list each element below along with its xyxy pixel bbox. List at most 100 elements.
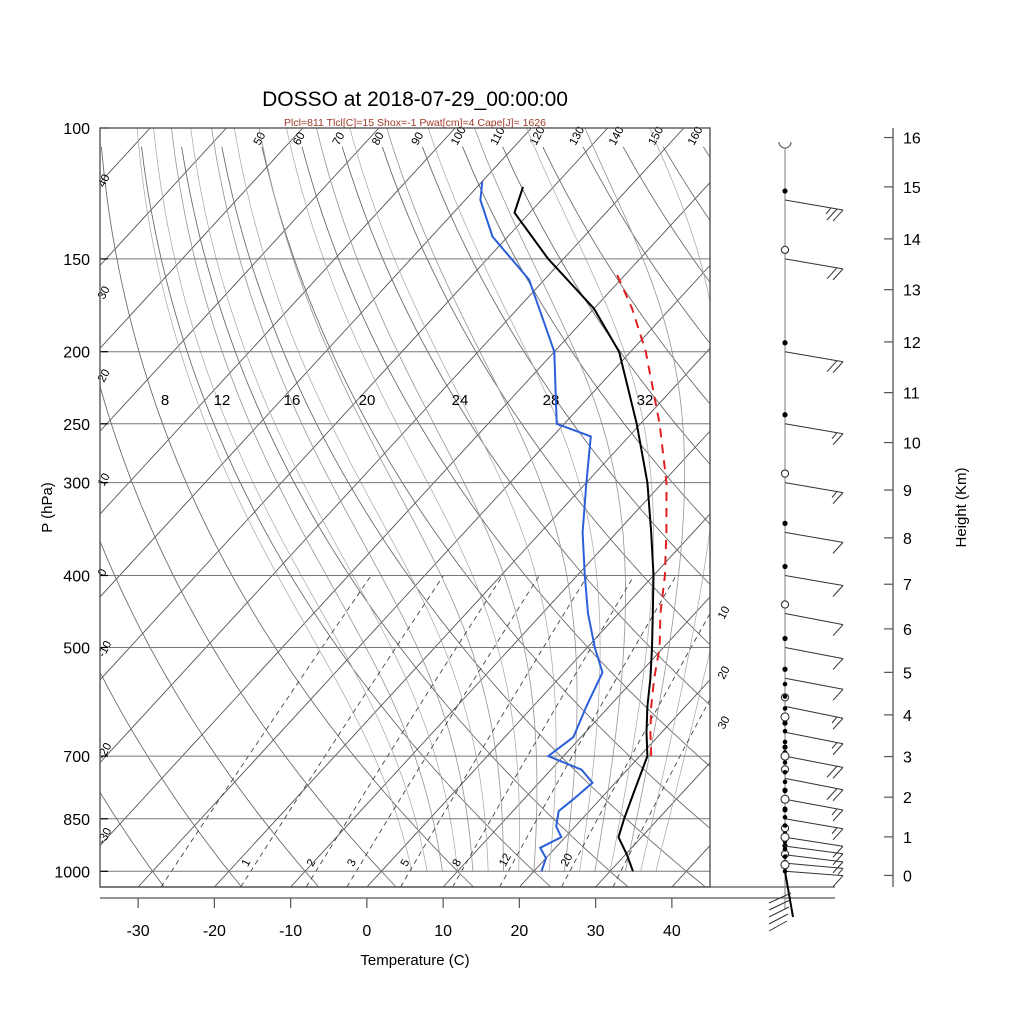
moist-adiabat-26 (427, 128, 601, 872)
dry-adiabat-label-left-40: 40 (96, 172, 113, 189)
isotherm-50 (748, 128, 1024, 887)
wind-barb-full-7-0 (832, 789, 844, 802)
height-tick-4: 4 (903, 708, 912, 725)
wind-level-open-low (780, 794, 790, 804)
wind-level-dot-14 (782, 563, 788, 570)
wind-barb-full-19-1 (826, 267, 838, 280)
mixing-ratio-3 (346, 575, 540, 887)
wind-barb-shaft-9 (784, 731, 844, 745)
pressure-tick-500: 500 (63, 641, 90, 658)
pressure-tick-850: 850 (63, 812, 90, 829)
wind-barb-shaft-15 (784, 531, 844, 543)
wind-level-dot-low (782, 706, 788, 711)
height-tick-9: 9 (903, 483, 912, 500)
wind-barb-shaft-16 (784, 482, 844, 494)
height-tick-0: 0 (903, 868, 912, 885)
height-tick-14: 14 (903, 232, 921, 249)
height-tick-13: 13 (903, 283, 921, 300)
wind-level-dot-low (782, 728, 788, 734)
wind-level-open-19 (780, 245, 790, 255)
wind-barb-shaft-2 (784, 854, 844, 863)
wind-level-dot-12 (782, 635, 788, 642)
wind-barb-shaft-6 (784, 798, 844, 811)
wind-level-dot-15 (782, 520, 788, 526)
dry-adiabat-70 (341, 146, 710, 706)
isotherm-10 (442, 596, 710, 887)
isotherm--70 (100, 128, 532, 598)
dry-adiabat-label-60: 60 (291, 130, 308, 147)
dry-adiabat-190 (824, 147, 1024, 887)
mixing-ratio-label-1: 1 (240, 857, 254, 868)
wind-barb-shaft-17 (784, 423, 844, 435)
wind-level-dot-low (782, 739, 788, 745)
moist-adiabat-label-24: 24 (452, 392, 469, 409)
height-tick-15: 15 (903, 180, 921, 197)
wind-barb-shaft-8 (784, 755, 844, 768)
dry-adiabat-label-90: 90 (410, 130, 427, 147)
dry-adiabat-200 (864, 147, 1024, 887)
wind-barb-half-20 (825, 207, 832, 215)
wind-barb-full-6-0 (832, 809, 844, 822)
moist-adiabat-label-8: 8 (161, 392, 169, 409)
wind-level-dot-2 (782, 843, 788, 849)
wind-barb-half-17 (831, 432, 838, 440)
pressure-tick-100: 100 (63, 121, 90, 138)
wind-level-dot-low (782, 788, 788, 794)
moist-adiabat-24 (386, 128, 578, 872)
wind-level-dot-low (782, 694, 788, 699)
dry-adiabat-label-left-0: 0 (96, 567, 110, 578)
moist-adiabat-label-20: 20 (359, 392, 376, 409)
dry-adiabat--10 (100, 540, 320, 887)
isotherm--30 (137, 264, 710, 887)
wind-level-dot-18 (782, 340, 788, 346)
dry-adiabat-90 (422, 146, 710, 586)
dry-adiabat-0 (100, 384, 397, 887)
profile-dewpoint (479, 181, 604, 872)
wind-barb-shaft-20 (784, 199, 844, 211)
wind-barb-full-2-0 (832, 861, 844, 874)
temperature-tick--20: -20 (203, 923, 226, 940)
profile-parcel-path (613, 269, 668, 757)
temperature-tick--10: -10 (279, 923, 302, 940)
isotherm-outer-label-30: 30 (716, 714, 733, 731)
mixing-ratio-1 (240, 575, 444, 887)
wind-barb-full-5-0 (832, 828, 844, 841)
wind-barb-full-4-0 (832, 845, 844, 858)
wind-level-dot-low (782, 779, 788, 785)
dry-adiabat-label-80: 80 (370, 130, 387, 147)
wind-barb-half-10 (831, 716, 838, 724)
wind-barb-shaft-13 (784, 613, 844, 626)
moist-adiabat-label-32: 32 (637, 392, 654, 409)
wind-barb-full-17-0 (832, 433, 844, 446)
dry-adiabat--20 (100, 671, 242, 887)
height-tick-1: 1 (903, 830, 912, 847)
moist-adiabat-10 (190, 128, 458, 872)
dry-adiabat-160 (702, 146, 710, 159)
wind-barb-shaft-5 (784, 818, 844, 830)
wind-barb-full-15-0 (832, 542, 844, 554)
wind-barb-shaft-18 (784, 351, 844, 363)
wind-barb-half-1 (837, 868, 844, 875)
isotherm--100 (100, 128, 304, 349)
wind-barb-half-5 (831, 827, 838, 835)
wind-barb-full-3-0 (832, 853, 844, 866)
mixing-ratio-0.4 (160, 575, 372, 887)
wind-barb-full-18-0 (832, 361, 844, 374)
wind-barb-full-13-0 (832, 624, 844, 637)
wind-barb-full-11-0 (832, 688, 844, 701)
isotherm-20 (519, 679, 710, 887)
dry-adiabat-label-left--10: -10 (96, 639, 114, 659)
dry-adiabat-label-left--20: -20 (96, 741, 114, 761)
mixing-ratio-label-2: 2 (305, 857, 319, 868)
x-axis-title: Temperature (C) (360, 952, 469, 969)
temperature-tick--30: -30 (127, 923, 150, 940)
wind-level-open-low (780, 751, 790, 761)
dry-adiabat-170 (744, 147, 1024, 887)
pressure-tick-200: 200 (63, 345, 90, 362)
isotherm-60 (824, 128, 1024, 887)
dry-adiabat-50 (261, 146, 710, 829)
temperature-tick-20: 20 (510, 923, 528, 940)
isotherm-outer-label-20: 20 (716, 664, 733, 681)
dry-adiabat-110 (502, 146, 710, 465)
mixing-ratio-label-12: 12 (497, 852, 514, 869)
